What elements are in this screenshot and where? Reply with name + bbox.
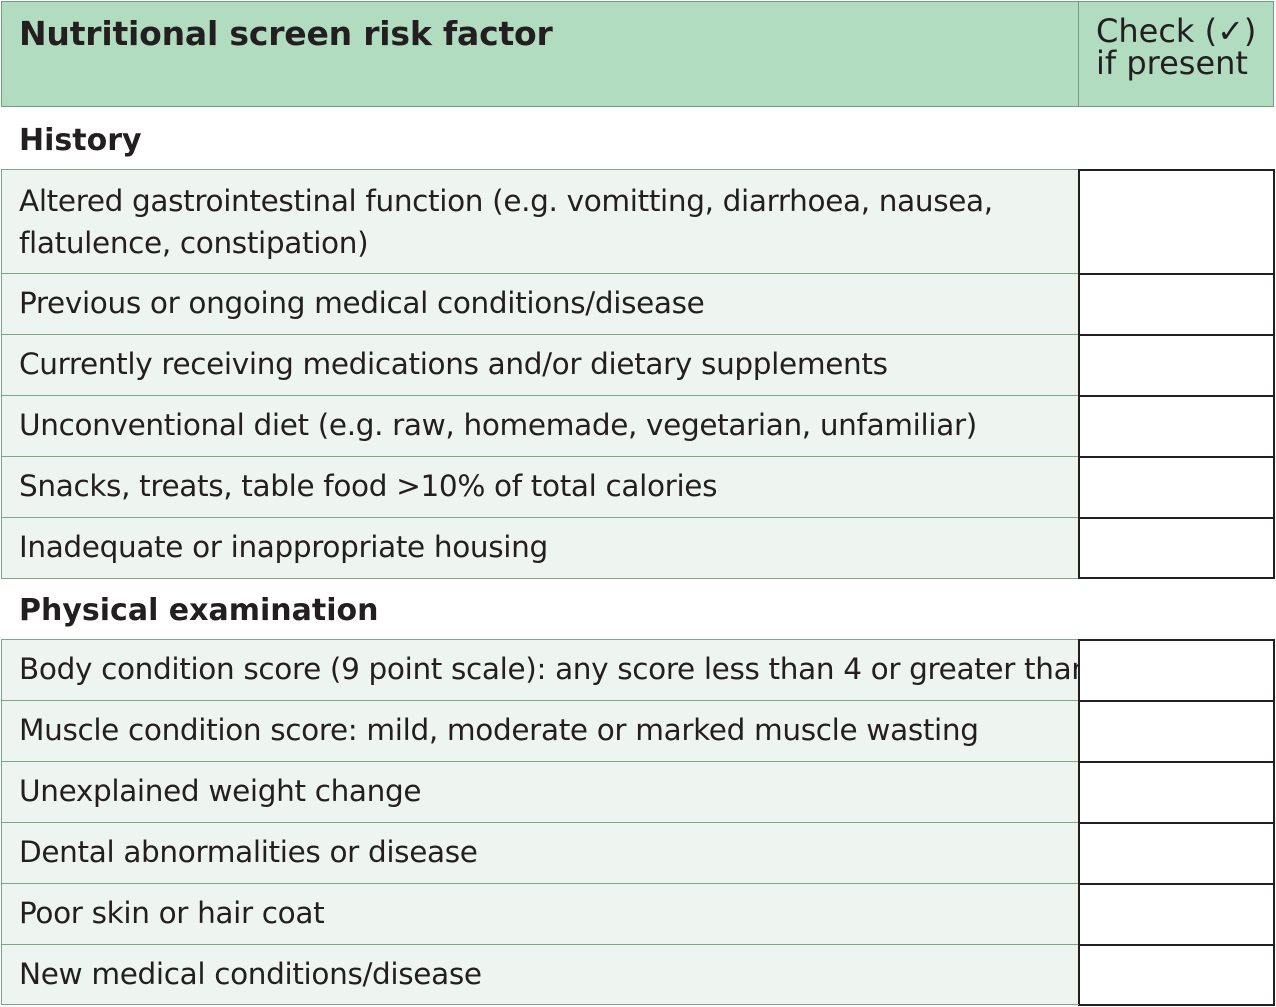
risk-factor-column-header: Nutritional screen risk factor (19, 14, 553, 53)
history-row-2: Previous or ongoing medical conditions/d… (1, 273, 1079, 334)
check-box-history-6[interactable] (1078, 517, 1275, 579)
table-bottom-rule (1, 1004, 1079, 1005)
check-box-history-1[interactable] (1078, 169, 1275, 275)
check-box-physical-3[interactable] (1078, 761, 1275, 824)
check-header-line-1: Check (✓) (1096, 12, 1257, 50)
check-box-history-3[interactable] (1078, 334, 1275, 397)
physical-row-6: New medical conditions/disease (1, 944, 1079, 1005)
risk-factor-text: Muscle condition score: mild, moderate o… (19, 713, 979, 747)
table-header (1, 1, 1274, 107)
check-box-physical-1[interactable] (1078, 639, 1275, 702)
risk-factor-text: Inadequate or inappropriate housing (19, 530, 548, 564)
header-divider (1078, 1, 1079, 107)
check-box-history-5[interactable] (1078, 456, 1275, 519)
check-box-physical-6[interactable] (1078, 944, 1275, 1006)
section-physical-examination: Physical examination (0, 579, 1276, 640)
check-column-header: Check (✓) if present (1096, 15, 1271, 79)
section-title-physical-examination: Physical examination (19, 593, 379, 628)
risk-factor-text: New medical conditions/disease (19, 957, 482, 991)
physical-row-3: Unexplained weight change (1, 761, 1079, 822)
risk-factor-text: Dental abnormalities or disease (19, 835, 478, 869)
history-row-6: Inadequate or inappropriate housing (1, 517, 1079, 579)
risk-factor-text: Altered gastrointestinal function (e.g. … (19, 184, 993, 260)
check-box-physical-5[interactable] (1078, 883, 1275, 946)
history-row-1: Altered gastrointestinal function (e.g. … (1, 169, 1079, 273)
history-row-5: Snacks, treats, table food >10% of total… (1, 456, 1079, 517)
check-box-physical-2[interactable] (1078, 700, 1275, 763)
check-box-history-2[interactable] (1078, 273, 1275, 336)
physical-row-1: Body condition score (9 point scale): an… (1, 639, 1117, 700)
history-row-4: Unconventional diet (e.g. raw, homemade,… (1, 395, 1079, 456)
physical-row-5: Poor skin or hair coat (1, 883, 1079, 944)
risk-factor-text: Unconventional diet (e.g. raw, homemade,… (19, 408, 977, 442)
physical-row-2: Muscle condition score: mild, moderate o… (1, 700, 1079, 761)
check-header-line-2: if present (1096, 44, 1248, 82)
risk-factor-text: Poor skin or hair coat (19, 896, 325, 930)
section-history: History (0, 109, 1276, 170)
risk-factor-text: Currently receiving medications and/or d… (19, 347, 888, 381)
risk-factor-text: Unexplained weight change (19, 774, 422, 808)
physical-row-4: Dental abnormalities or disease (1, 822, 1079, 883)
check-box-history-4[interactable] (1078, 395, 1275, 458)
risk-factor-text: Body condition score (9 point scale): an… (19, 652, 1118, 686)
check-box-physical-4[interactable] (1078, 822, 1275, 885)
history-row-3: Currently receiving medications and/or d… (1, 334, 1079, 395)
risk-factor-text: Previous or ongoing medical conditions/d… (19, 286, 705, 320)
section-title-history: History (19, 123, 142, 158)
risk-factor-text: Snacks, treats, table food >10% of total… (19, 469, 718, 503)
